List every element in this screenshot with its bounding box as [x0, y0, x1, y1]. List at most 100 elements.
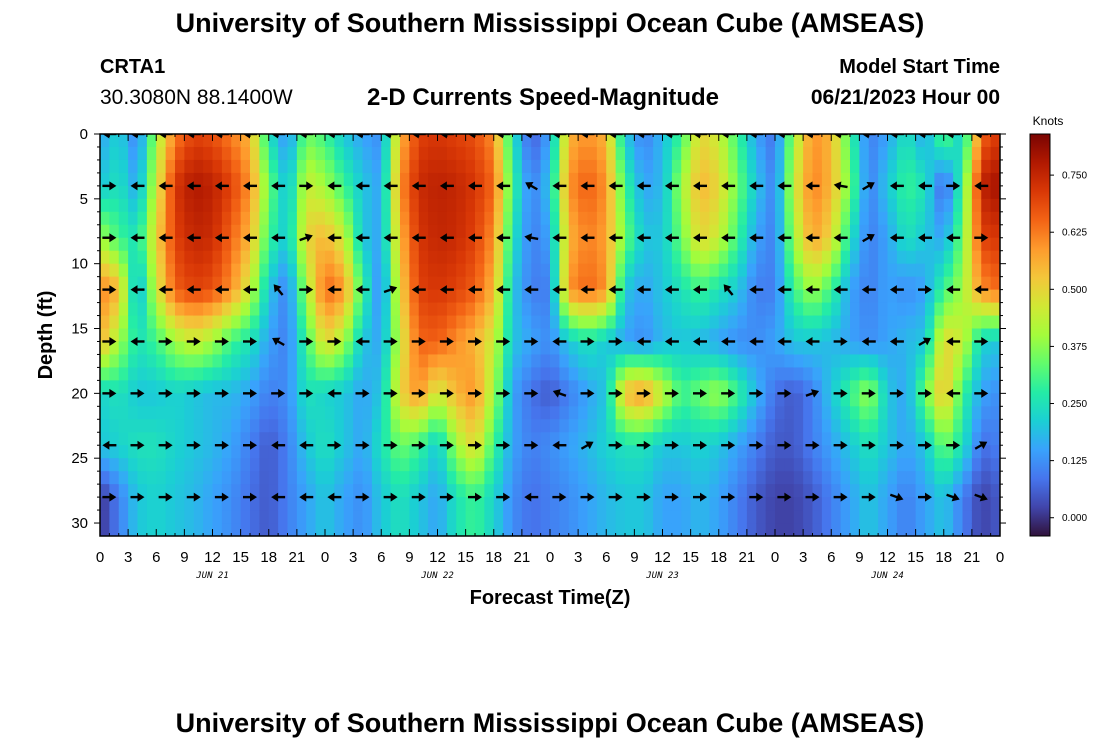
- heatmap-cell: [418, 263, 429, 278]
- heatmap-cell: [484, 134, 495, 148]
- heatmap-cell: [428, 289, 439, 304]
- heatmap-cell: [587, 341, 598, 356]
- current-arrow: [496, 285, 511, 295]
- heatmap-cell: [212, 419, 223, 433]
- heatmap-cell: [165, 134, 176, 148]
- heatmap-cell: [700, 224, 710, 239]
- heatmap-cell: [278, 406, 289, 420]
- heatmap-cell: [540, 185, 551, 200]
- heatmap-cell: [859, 445, 870, 459]
- heatmap-cell: [803, 458, 814, 472]
- heatmap-cell: [606, 419, 617, 433]
- heatmap-cell: [568, 185, 579, 200]
- heatmap-cell: [165, 471, 176, 485]
- heatmap-cell: [381, 471, 392, 485]
- heatmap-cell: [643, 367, 654, 381]
- heatmap-cell: [625, 328, 635, 343]
- heatmap-cell: [287, 224, 298, 239]
- heatmap-cell: [503, 445, 514, 459]
- heatmap-cell: [268, 445, 279, 459]
- heatmap-cell: [540, 497, 551, 511]
- heatmap-cell: [671, 497, 682, 511]
- heatmap-cell: [756, 523, 767, 536]
- heatmap-cell: [221, 341, 232, 356]
- heatmap-cell: [287, 393, 298, 407]
- heatmap-cell: [878, 406, 889, 420]
- current-arrow: [299, 492, 314, 502]
- heatmap-cell: [587, 134, 598, 148]
- heatmap-cell: [596, 289, 607, 304]
- heatmap-cell: [315, 445, 326, 459]
- heatmap-cell: [662, 134, 673, 148]
- heatmap-cell: [287, 198, 298, 213]
- heatmap-cell: [840, 328, 851, 343]
- heatmap-cell: [371, 458, 382, 472]
- heatmap-cell: [128, 289, 139, 304]
- heatmap-cell: [409, 159, 420, 174]
- heatmap-cell: [981, 380, 992, 394]
- current-arrow: [468, 233, 482, 243]
- heatmap-cell: [718, 458, 729, 472]
- heatmap-cell: [690, 406, 701, 420]
- heatmap-cell: [315, 315, 326, 330]
- heatmap-cell: [662, 406, 673, 420]
- heatmap-cell: [868, 393, 879, 407]
- heatmap-cell: [475, 211, 485, 226]
- heatmap-cell: [934, 237, 945, 252]
- heatmap-cell: [634, 250, 645, 265]
- heatmap-cell: [925, 510, 935, 524]
- heatmap-cell: [353, 211, 364, 226]
- heatmap-cell: [278, 367, 289, 381]
- heatmap-cell: [306, 302, 317, 317]
- heatmap-cell: [606, 211, 617, 226]
- colorbar-tick-label: 0.000: [1062, 513, 1087, 524]
- heatmap-cell: [484, 380, 495, 394]
- heatmap-cell: [765, 432, 776, 446]
- heatmap-cell: [540, 134, 551, 148]
- heatmap-cell: [840, 458, 851, 472]
- heatmap-cell: [775, 458, 785, 472]
- heatmap-cell: [146, 341, 157, 356]
- heatmap-cell: [268, 523, 279, 536]
- heatmap-cell: [409, 315, 420, 330]
- heatmap-cell: [925, 523, 935, 536]
- heatmap-cell: [428, 510, 439, 524]
- current-arrow: [636, 440, 651, 450]
- heatmap-cell: [250, 250, 260, 265]
- heatmap-cell: [484, 341, 495, 356]
- heatmap-cell: [634, 341, 645, 356]
- heatmap-cell: [971, 523, 982, 536]
- heatmap-cell: [953, 211, 964, 226]
- heatmap-cell: [343, 354, 354, 369]
- heatmap-cell: [859, 159, 870, 174]
- heatmap-cell: [962, 367, 973, 381]
- heatmap-cell: [250, 393, 260, 407]
- heatmap-cell: [990, 198, 1000, 213]
- heatmap-cell: [493, 211, 504, 226]
- heatmap-cell: [625, 198, 635, 213]
- heatmap-cell: [278, 263, 289, 278]
- heatmap-cell: [596, 198, 607, 213]
- heatmap-cell: [934, 328, 945, 343]
- current-arrow: [974, 441, 988, 450]
- heatmap-cell: [146, 172, 157, 187]
- heatmap-cell: [906, 302, 917, 317]
- heatmap-cell: [437, 315, 448, 330]
- heatmap-cell: [418, 367, 429, 381]
- heatmap-cell: [662, 510, 673, 524]
- heatmap-cell: [775, 289, 785, 304]
- current-arrow: [383, 388, 398, 398]
- heatmap-cell: [934, 159, 945, 174]
- heatmap-cell: [596, 393, 607, 407]
- heatmap-cell: [503, 510, 514, 524]
- heatmap-cell: [962, 159, 973, 174]
- current-arrow: [777, 388, 792, 398]
- heatmap-cell: [325, 458, 335, 472]
- current-arrow: [974, 134, 989, 139]
- heatmap-cell: [156, 458, 167, 472]
- heatmap-cell: [653, 250, 664, 265]
- heatmap-cell: [821, 146, 832, 161]
- heatmap-cell: [343, 406, 354, 420]
- current-arrow: [636, 492, 651, 502]
- heatmap-cell: [568, 406, 579, 420]
